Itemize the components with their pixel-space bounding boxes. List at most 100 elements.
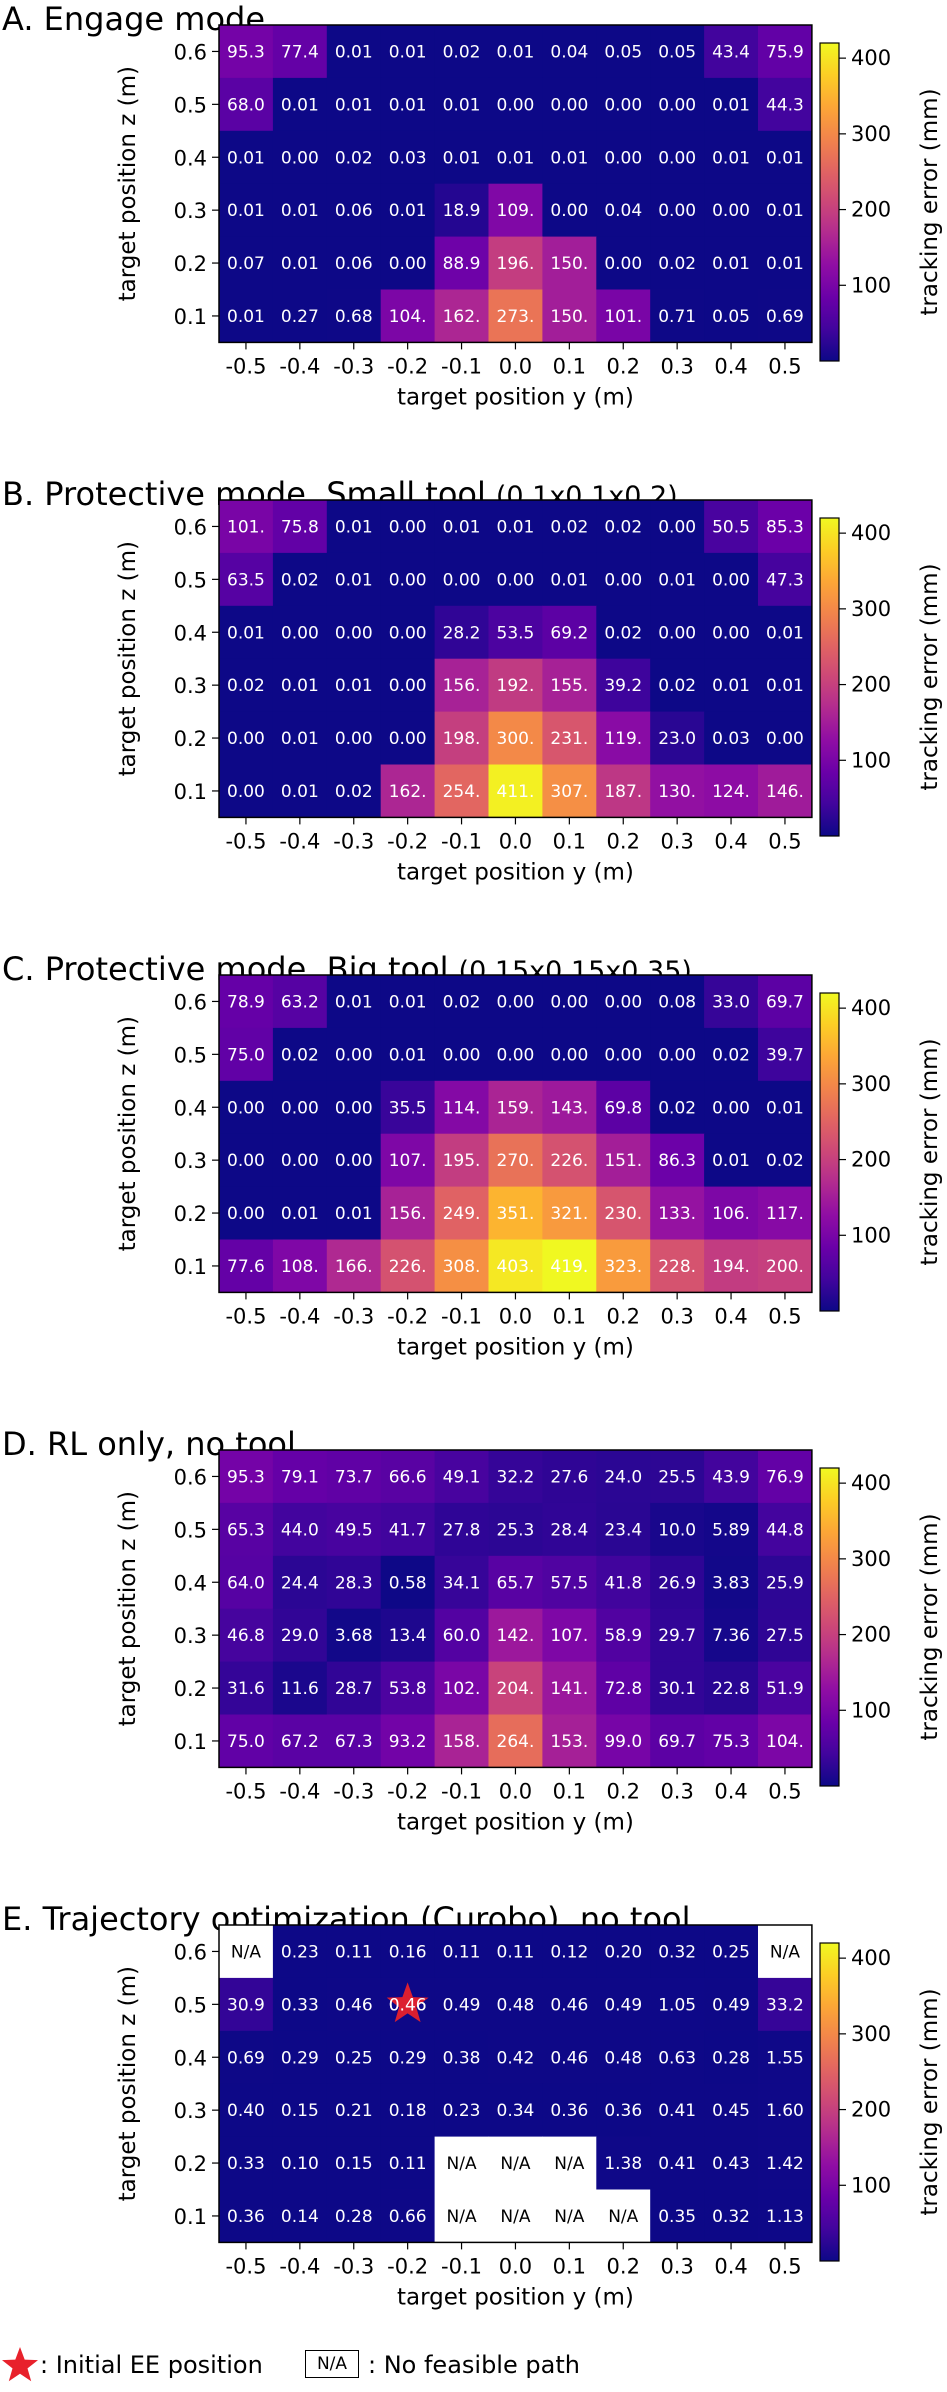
cell-value-label: 0.00	[281, 148, 319, 168]
heatmap-cell	[380, 2030, 436, 2085]
cell-value-label: 0.46	[550, 2048, 588, 2068]
cell-value-label: 0.36	[604, 2101, 642, 2121]
heatmap-cell	[219, 1502, 274, 1557]
x-tick-label: -0.4	[279, 1779, 320, 1803]
colorbar	[819, 1467, 840, 1787]
heatmap-cell	[596, 183, 651, 238]
heatmap-cell	[272, 1027, 328, 1082]
heatmap-cell	[219, 605, 274, 660]
cell-value-label: 0.01	[766, 148, 804, 168]
heatmap-cell	[380, 711, 436, 766]
heatmap-cell	[542, 183, 597, 238]
heatmap-cell	[380, 77, 436, 132]
heatmap-cell	[434, 289, 490, 343]
heatmap-cell	[219, 236, 274, 291]
heatmap-cell	[380, 1502, 436, 1557]
colorbar-tick-label: 400	[851, 521, 891, 545]
heatmap-cell	[219, 764, 274, 818]
heatmap-cell	[542, 236, 597, 291]
cell-value-label: 0.00	[658, 95, 696, 115]
cell-value-label: 142.	[497, 1626, 535, 1646]
x-tick-label: 0.1	[553, 2254, 586, 2278]
heatmap-cell	[650, 2030, 705, 2085]
heatmap-cell	[758, 1080, 813, 1135]
cell-value-label: 53.8	[389, 1679, 427, 1699]
cell-value-label: 49.5	[335, 1520, 373, 1540]
heatmap-cell	[219, 2083, 274, 2138]
heatmap-cell	[380, 2083, 436, 2138]
cell-value-label: 18.9	[443, 201, 481, 221]
cell-value-label: 0.00	[658, 201, 696, 221]
x-tick-label: -0.2	[387, 2254, 428, 2278]
heatmap-cell	[650, 25, 705, 79]
heatmap-cell	[704, 289, 759, 343]
heatmap-cell	[272, 1133, 328, 1188]
cell-value-label: 194.	[712, 1257, 750, 1277]
heatmap-cell	[272, 25, 328, 79]
cell-value-label: 0.01	[712, 1151, 750, 1171]
cell-value-label: 78.9	[227, 992, 265, 1012]
heatmap-cell	[434, 1239, 490, 1293]
heatmap-cell	[219, 1925, 274, 1979]
cell-value-label: 0.01	[550, 570, 588, 590]
cell-value-label: 0.01	[389, 95, 427, 115]
heatmap-cell	[542, 77, 597, 132]
cell-value-label: 31.6	[227, 1679, 265, 1699]
heatmap-cell	[758, 500, 813, 554]
heatmap-cell	[219, 658, 274, 713]
cell-value-label: 0.36	[227, 2207, 265, 2227]
x-tick-label: 0.0	[499, 1304, 532, 1328]
heatmap-cell	[596, 289, 651, 343]
heatmap-cell	[542, 1133, 597, 1188]
cell-value-label: 0.02	[443, 42, 481, 62]
heatmap-cell	[326, 1608, 382, 1663]
heatmap-cell	[596, 1555, 651, 1610]
cell-value-label: 192.	[497, 676, 535, 696]
cell-value-label: 99.0	[604, 1732, 642, 1752]
cell-value-label: 0.00	[389, 254, 427, 274]
cell-value-label: 0.00	[389, 729, 427, 749]
heatmap-cell	[488, 1239, 543, 1293]
heatmap-cell	[326, 500, 382, 554]
heatmap-cell	[542, 1977, 597, 2032]
colorbar-tick-label: 100	[851, 748, 891, 772]
cell-value-label: 3.83	[712, 1573, 750, 1593]
heatmap-cell	[542, 711, 597, 766]
cell-value-label: 0.11	[443, 1942, 481, 1962]
heatmap-cell	[326, 605, 382, 660]
cell-value-label: 0.02	[712, 1045, 750, 1065]
y-tick-label: 0.5	[174, 93, 207, 117]
x-tick-label: 0.4	[714, 2254, 747, 2278]
colorbar-tick-label: 300	[851, 1072, 891, 1096]
heatmap-cell	[434, 1186, 490, 1241]
heatmap-cell	[596, 975, 651, 1029]
heatmap-cell	[219, 130, 274, 185]
cell-value-label: 0.33	[227, 2154, 265, 2174]
heatmap-cell	[650, 1239, 705, 1293]
heatmap-cell	[650, 658, 705, 713]
heatmap-cell	[326, 1133, 382, 1188]
heatmap-cell	[758, 77, 813, 132]
cell-value-label: 0.01	[227, 623, 265, 643]
colorbar-tick-label: 200	[851, 198, 891, 222]
cell-value-label: 0.05	[604, 42, 642, 62]
x-tick-label: 0.1	[553, 1779, 586, 1803]
colorbar-label: tracking error (mm)	[917, 1038, 943, 1265]
heatmap-cell	[758, 236, 813, 291]
cell-value-label: 166.	[335, 1257, 373, 1277]
x-tick-label: 0.4	[714, 354, 747, 378]
heatmap-cell	[380, 1133, 436, 1188]
heatmap-cell	[704, 1186, 759, 1241]
heatmap-cell	[488, 1502, 543, 1557]
cell-value-label: 321.	[550, 1204, 588, 1224]
cell-value-label: 34.1	[443, 1573, 481, 1593]
y-tick-label: 0.3	[174, 1624, 207, 1648]
heatmap-cell	[434, 500, 490, 554]
cell-value-label: 44.3	[766, 95, 804, 115]
heatmap-cell	[758, 1977, 813, 2032]
heatmap-cell	[488, 1027, 543, 1082]
x-tick-label: -0.1	[441, 2254, 482, 2278]
cell-value-label: 0.14	[281, 2207, 319, 2227]
heatmap-cell	[758, 1502, 813, 1557]
colorbar-tick-label: 100	[851, 273, 891, 297]
